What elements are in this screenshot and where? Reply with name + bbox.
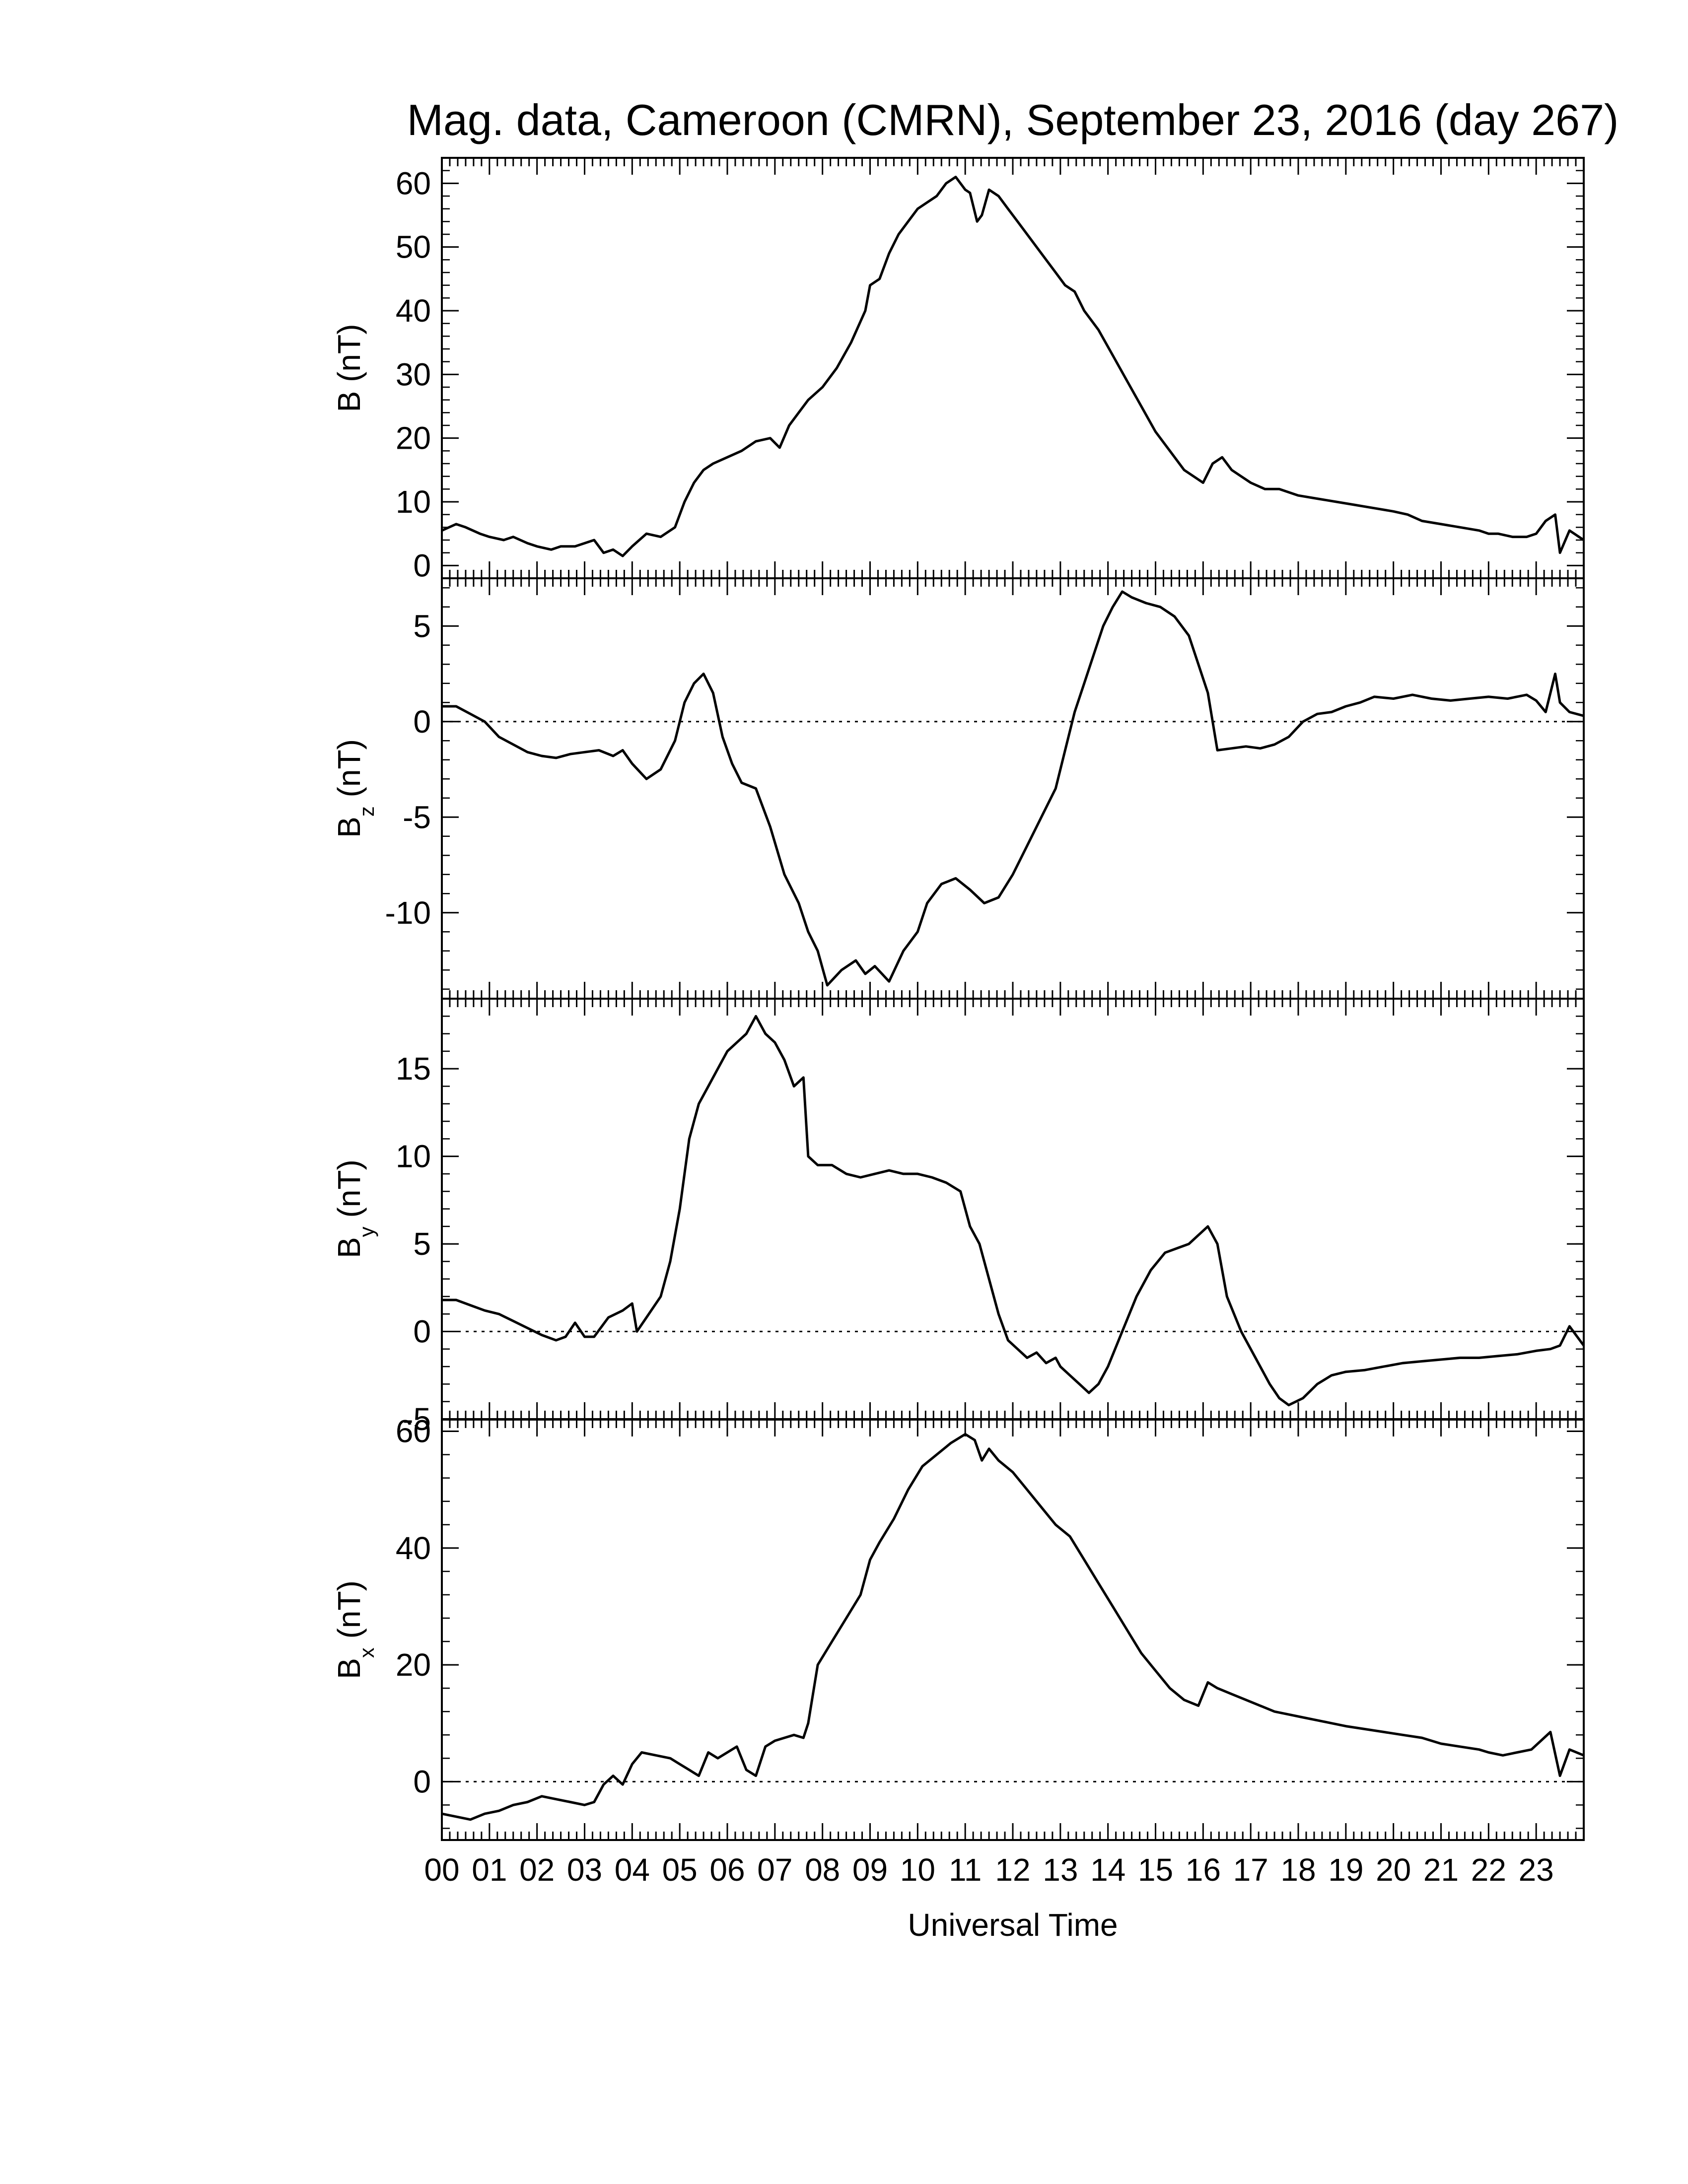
y-tick-label: 5 — [413, 608, 431, 644]
x-tick-label: 10 — [900, 1852, 935, 1888]
x-axis-label: Universal Time — [908, 1907, 1118, 1943]
panel-Bx: 0 20 40 60 Bx (nT) — [331, 1414, 1585, 1841]
x-tick-label: 15 — [1138, 1852, 1173, 1888]
y-tick-label: -10 — [385, 895, 431, 931]
x-tick-label: 04 — [615, 1852, 650, 1888]
y-tick-label: 0 — [413, 704, 431, 740]
panel-By: -5 0 5 10 15 By (nT) — [331, 998, 1585, 1437]
y-tick-label: 0 — [413, 547, 431, 583]
y-tick-label: 60 — [396, 1414, 431, 1449]
series-line-B — [441, 176, 1585, 557]
y-tick-label: 30 — [396, 356, 431, 392]
y-tick-label: 10 — [396, 484, 431, 520]
x-tick-label: 09 — [852, 1852, 888, 1888]
y-tick-label: 60 — [396, 165, 431, 201]
y-axis-label-main: B — [331, 1658, 367, 1679]
series-line-Bz — [442, 590, 1584, 987]
x-tick-label: 23 — [1519, 1852, 1554, 1888]
y-axis-label-unit: (nT) — [331, 324, 367, 391]
x-tick-label: 13 — [1043, 1852, 1078, 1888]
y-axis-label-subscript: z — [355, 806, 378, 817]
panel-B: 0 10 20 30 40 50 60 B (nT) — [331, 157, 1585, 583]
x-tick-label: 01 — [472, 1852, 507, 1888]
y-tick-label: 0 — [413, 1764, 431, 1799]
x-tick-label: 19 — [1328, 1852, 1363, 1888]
x-tick-label: 14 — [1090, 1852, 1125, 1888]
x-tick-label: 05 — [662, 1852, 698, 1888]
y-axis-label-unit: (nT) — [331, 1580, 367, 1647]
y-tick-label: 40 — [396, 1530, 431, 1566]
panels: 0 10 20 30 40 50 60 B (nT) -10 -5 0 5 Bz (nT) -5 0 5 10 1… — [331, 157, 1585, 1841]
y-axis-label-subscript: y — [355, 1227, 378, 1237]
y-axis-label: Bz (nT) — [331, 739, 378, 838]
y-axis-label-main: B — [331, 1237, 367, 1258]
y-axis-label: Bx (nT) — [331, 1580, 378, 1679]
y-tick-label: 40 — [396, 293, 431, 329]
plot-frame — [441, 998, 1585, 1420]
panel-Bz: -10 -5 0 5 Bz (nT) — [331, 577, 1585, 1000]
x-tick-label: 06 — [709, 1852, 745, 1888]
x-tick-label: 00 — [424, 1852, 459, 1888]
y-tick-label: -5 — [403, 1401, 431, 1437]
x-tick-label: 12 — [995, 1852, 1030, 1888]
y-tick-label: 10 — [396, 1139, 431, 1174]
x-tick-label: 20 — [1376, 1852, 1411, 1888]
y-tick-label: 20 — [396, 1647, 431, 1683]
x-tick-label: 11 — [949, 1852, 982, 1888]
x-tick-label: 03 — [567, 1852, 602, 1888]
y-axis-label-unit: (nT) — [331, 739, 367, 806]
x-tick-label: 21 — [1423, 1852, 1459, 1888]
y-tick-label: 0 — [413, 1314, 431, 1350]
y-tick-label: 50 — [396, 229, 431, 265]
chart-title: Mag. data, Cameroon (CMRN), September 23… — [407, 95, 1619, 144]
x-tick-label: 18 — [1280, 1852, 1316, 1888]
y-axis-label: By (nT) — [331, 1160, 378, 1258]
y-axis-label-unit: (nT) — [331, 1160, 367, 1227]
y-axis-label-subscript: x — [355, 1647, 378, 1658]
plot-frame — [441, 577, 1585, 1000]
x-tick-label: 16 — [1186, 1852, 1221, 1888]
x-tick-label: 22 — [1471, 1852, 1506, 1888]
y-tick-label: 20 — [396, 420, 431, 456]
y-tick-label: 5 — [413, 1226, 431, 1262]
series-line-By — [442, 1015, 1585, 1407]
plot-frame — [441, 157, 1585, 579]
y-tick-label: 15 — [396, 1051, 431, 1087]
x-tick-label: 08 — [805, 1852, 840, 1888]
y-tick-label: -5 — [403, 799, 431, 835]
series-line-Bx — [441, 1433, 1584, 1821]
y-axis-label-main: B — [331, 391, 367, 412]
x-tick-label: 17 — [1233, 1852, 1268, 1888]
y-axis-label: B (nT) — [331, 324, 367, 412]
y-axis-label-main: B — [331, 817, 367, 838]
x-axis: 00 01 02 03 04 05 06 07 08 09 10 11 12 13 14 15 16 17 18 19… — [424, 1852, 1553, 1888]
x-tick-label: 02 — [519, 1852, 555, 1888]
x-tick-label: 07 — [757, 1852, 792, 1888]
